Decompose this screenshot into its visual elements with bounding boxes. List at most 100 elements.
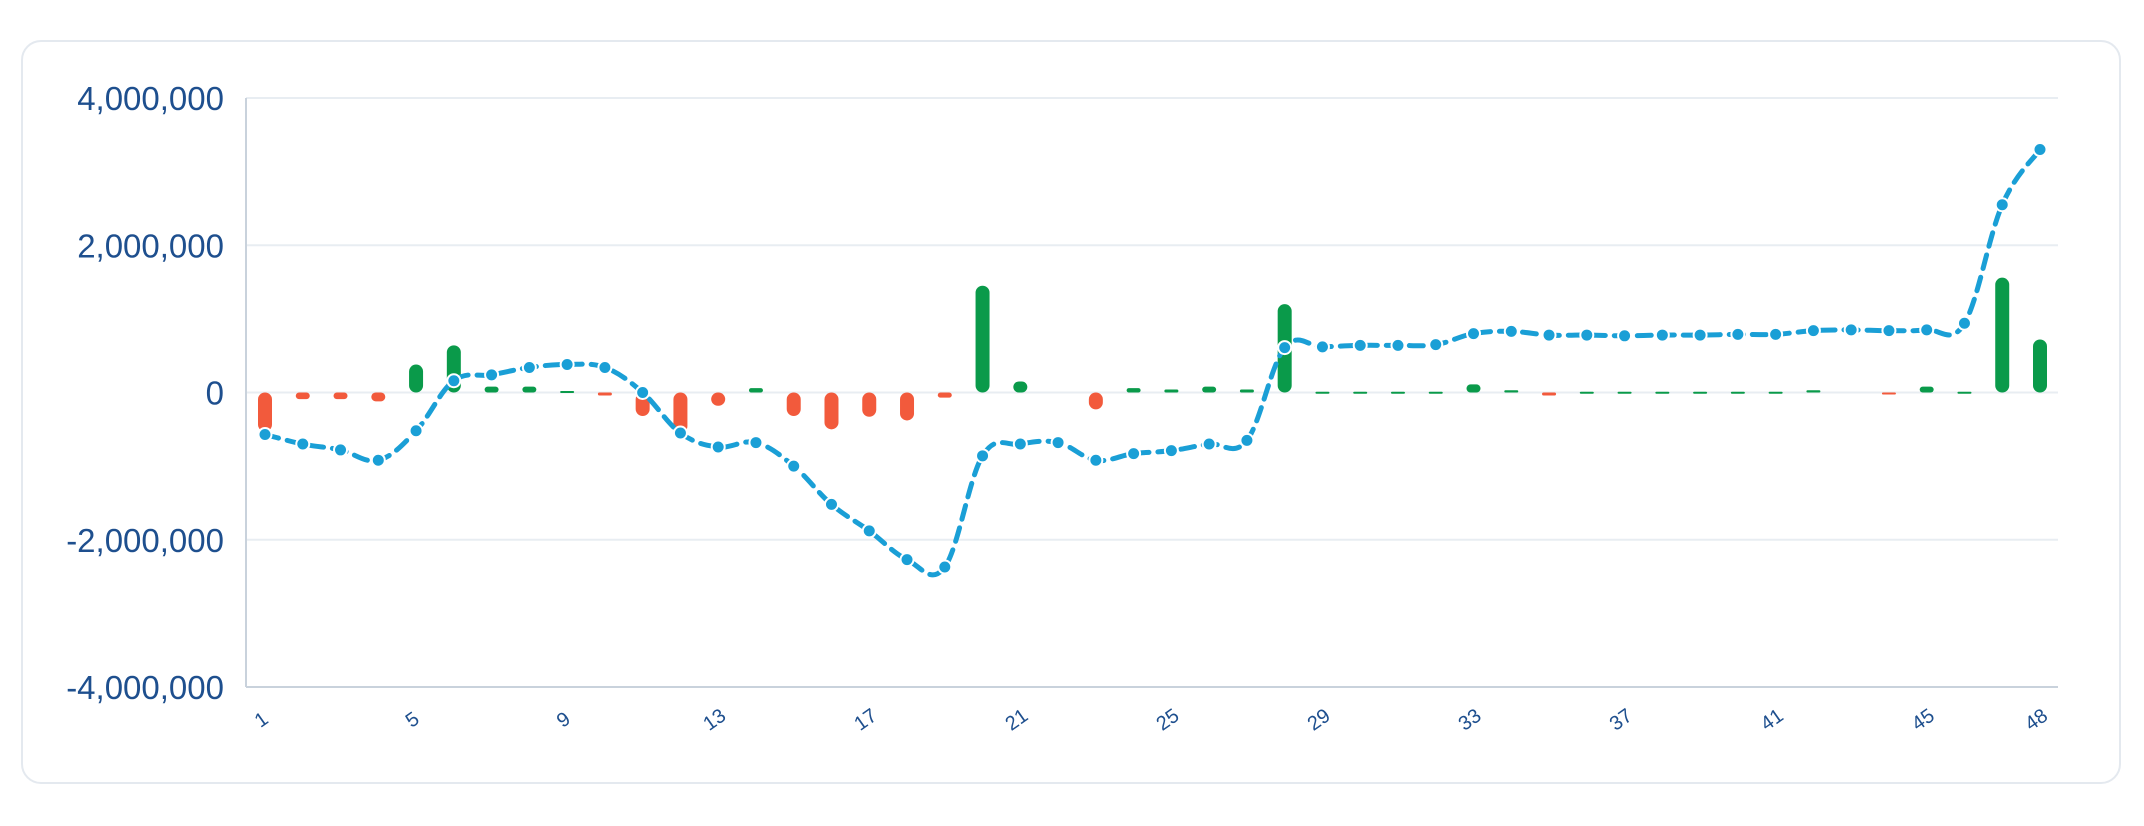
bar xyxy=(1768,391,1783,394)
bar xyxy=(1164,389,1179,393)
bar xyxy=(1919,386,1934,393)
bar-series xyxy=(258,277,2047,433)
bar xyxy=(1542,392,1557,396)
grid-lines xyxy=(246,97,2058,688)
line-point xyxy=(1956,315,1972,331)
bar xyxy=(409,364,424,393)
bar xyxy=(2033,339,2047,393)
line-point xyxy=(672,425,688,441)
y-tick-label: 2,000,000 xyxy=(77,227,224,264)
bar xyxy=(484,386,499,393)
line-point xyxy=(257,426,273,442)
x-tick-label: 5 xyxy=(402,708,424,732)
line-point xyxy=(1994,197,2010,213)
chart-card xyxy=(21,40,2121,784)
line-point xyxy=(1617,328,1633,344)
bar xyxy=(560,391,575,394)
x-tick-label: 41 xyxy=(1757,705,1788,736)
bar xyxy=(1504,390,1519,393)
x-tick-label: 25 xyxy=(1153,705,1184,736)
line-point xyxy=(1541,327,1557,343)
line-point xyxy=(1239,432,1255,448)
line-point xyxy=(1768,326,1784,342)
bar xyxy=(937,392,952,398)
bar xyxy=(1013,381,1028,393)
bar xyxy=(1202,386,1217,393)
line-point xyxy=(295,436,311,452)
y-tick-label: -4,000,000 xyxy=(66,669,224,706)
bar xyxy=(1693,391,1708,394)
x-axis-ticks: 1 5 9 13 17 21 25 29 33 37 41 45 48 xyxy=(251,705,2052,736)
bar xyxy=(1957,391,1972,394)
line-point xyxy=(1881,323,1897,339)
bar xyxy=(1579,391,1594,394)
y-tick-label: 0 xyxy=(206,375,224,412)
x-tick-label: 21 xyxy=(1001,705,1032,736)
bar xyxy=(258,392,272,432)
line-point xyxy=(823,496,839,512)
line-point xyxy=(521,359,537,375)
line-point xyxy=(786,458,802,474)
line-point xyxy=(1314,339,1330,355)
line-point xyxy=(1730,326,1746,342)
line-point xyxy=(1579,327,1595,343)
bar xyxy=(673,392,688,433)
bar xyxy=(1428,391,1443,394)
line-point xyxy=(1352,337,1368,353)
bar xyxy=(1655,391,1670,394)
bar xyxy=(824,392,839,430)
line-point xyxy=(1012,436,1028,452)
line-point xyxy=(1466,326,1482,342)
line-point xyxy=(1163,443,1179,459)
line-point xyxy=(408,423,424,439)
line-point xyxy=(333,442,349,458)
line-point xyxy=(1428,337,1444,353)
y-axis-ticks: 4,000,000 2,000,000 0 -2,000,000 -4,000,000 xyxy=(66,80,224,706)
line-point xyxy=(1843,322,1859,338)
bar xyxy=(900,392,915,421)
line-point xyxy=(1277,340,1293,356)
x-tick-label: 37 xyxy=(1606,705,1637,736)
line-point xyxy=(1503,323,1519,339)
line-point xyxy=(1050,435,1066,451)
x-tick-label: 33 xyxy=(1455,705,1486,736)
line-point xyxy=(975,448,991,464)
line-point xyxy=(559,357,575,373)
line-point xyxy=(710,439,726,455)
line-point xyxy=(1654,327,1670,343)
bar xyxy=(597,392,612,396)
x-tick-label: 1 xyxy=(251,708,273,732)
line-point xyxy=(1692,327,1708,343)
line-point xyxy=(861,523,877,539)
bar xyxy=(748,388,763,393)
x-tick-label: 45 xyxy=(1908,705,1939,736)
bar xyxy=(1239,389,1254,393)
line-point xyxy=(1805,323,1821,339)
line-point xyxy=(446,373,462,389)
x-tick-label: 17 xyxy=(850,705,881,736)
x-tick-label: 29 xyxy=(1304,705,1335,736)
bar xyxy=(1617,391,1632,394)
bar xyxy=(711,392,726,406)
bar xyxy=(522,386,537,393)
y-tick-label: 4,000,000 xyxy=(77,80,224,117)
bar xyxy=(295,392,310,400)
line-point xyxy=(370,452,386,468)
line-point xyxy=(937,559,953,575)
bar xyxy=(371,392,386,402)
bar xyxy=(1390,391,1405,394)
line-point xyxy=(635,385,651,400)
bar xyxy=(333,392,348,400)
bar xyxy=(975,285,990,393)
bar xyxy=(1088,392,1103,410)
line-point xyxy=(1390,337,1406,353)
bar xyxy=(1995,277,2010,393)
bar xyxy=(1730,391,1745,394)
bar xyxy=(1315,391,1330,394)
line-point xyxy=(899,552,915,568)
line-point xyxy=(2032,142,2048,158)
bar xyxy=(1353,391,1368,394)
x-tick-label: 9 xyxy=(553,708,575,732)
bar xyxy=(1126,388,1141,393)
bar xyxy=(1466,384,1481,393)
